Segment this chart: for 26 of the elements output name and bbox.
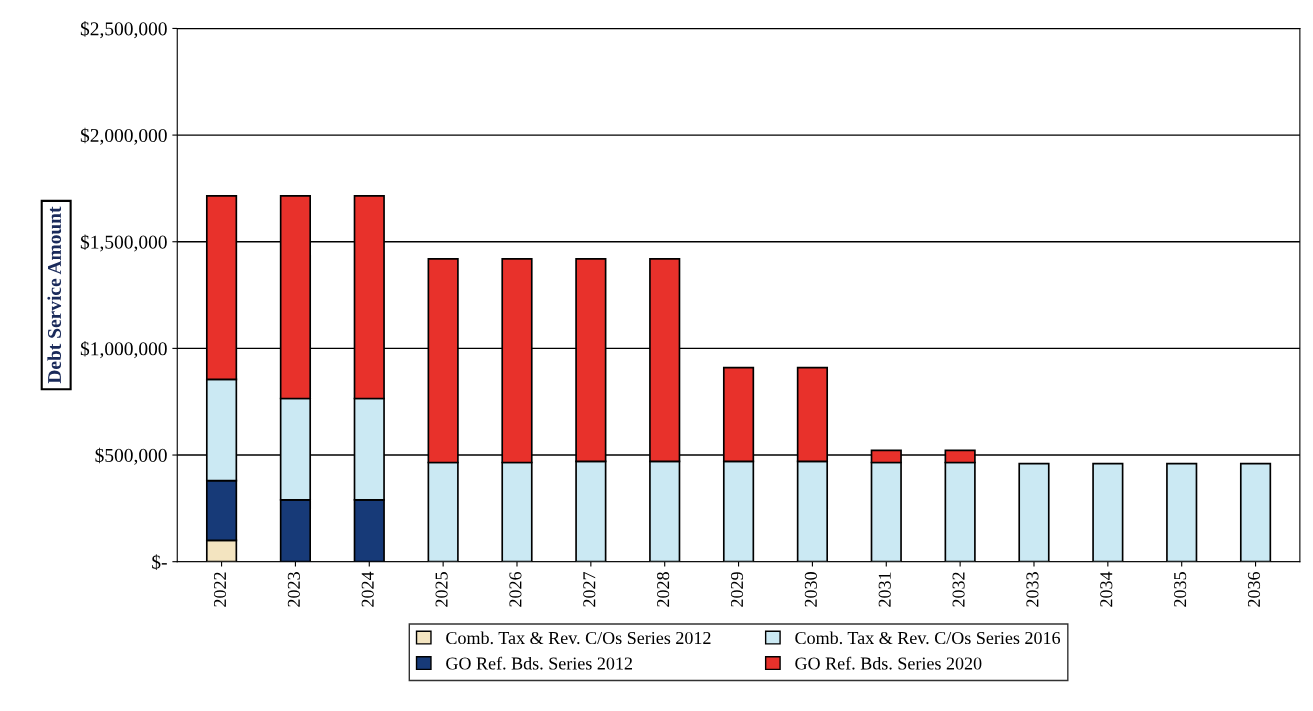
x-tick-label: 2022 (213, 572, 227, 607)
x-tick-label: 2024 (361, 571, 374, 607)
x-tick-label: 2029 (730, 572, 744, 607)
y-axis-title: Debt Service Amount (47, 206, 62, 384)
legend-label: GO Ref. Bds. Series 2020 (795, 656, 982, 670)
legend-label: Comb. Tax & Rev. C/Os Series 2012 (446, 631, 711, 645)
x-tick-label: 2025 (435, 572, 448, 607)
x-tick-label: 2027 (583, 571, 596, 607)
x-tick-label: 2033 (1026, 572, 1039, 607)
y-tick-label: $2,000,000 (80, 127, 167, 145)
legend-label: GO Ref. Bds. Series 2012 (446, 656, 632, 670)
x-tick-label: 2032 (952, 572, 965, 607)
x-tick-label: 2031 (878, 572, 891, 607)
y-tick-label: $2,500,000 (80, 21, 167, 39)
y-tick-label: $1,000,000 (80, 341, 167, 359)
x-tick-label: 2030 (804, 572, 817, 607)
x-tick-label: 2036 (1247, 571, 1261, 607)
x-tick-label: 2034 (1100, 571, 1113, 607)
y-tick-label: $500,000 (95, 447, 167, 465)
legend-label: Comb. Tax & Rev. C/Os Series 2016 (795, 631, 1061, 645)
x-tick-label: 2028 (657, 572, 670, 607)
x-tick-label: 2023 (287, 572, 300, 607)
y-tick-label: $- (152, 554, 167, 570)
y-tick-label: $1,500,000 (80, 234, 167, 252)
x-tick-label: 2035 (1174, 572, 1187, 607)
x-tick-label: 2026 (509, 571, 522, 607)
